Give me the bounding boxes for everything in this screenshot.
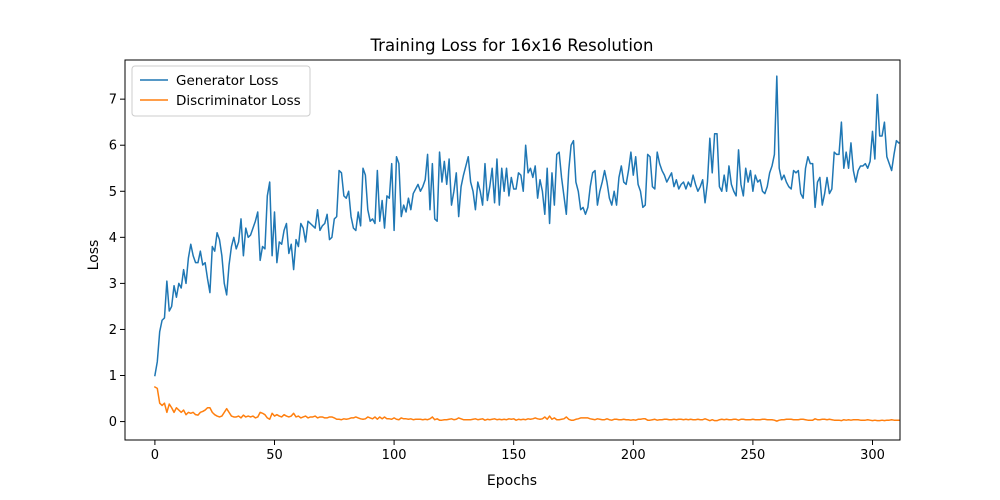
x-tick-label: 200 — [621, 448, 646, 463]
y-tick-label: 6 — [109, 139, 117, 154]
y-tick-label: 4 — [109, 231, 117, 246]
series-line-1 — [153, 386, 900, 422]
legend-label: Generator Loss — [176, 73, 278, 89]
x-tick-label: 300 — [860, 448, 885, 463]
x-tick-label: 100 — [382, 448, 407, 463]
legend-box — [131, 65, 311, 117]
series-line-0 — [154, 75, 900, 377]
chart-title: Training Loss for 16x16 Resolution — [370, 36, 654, 55]
y-tick-label: 5 — [109, 185, 117, 200]
x-tick-label: 150 — [501, 448, 526, 463]
legend: Generator Loss Discriminator Loss — [131, 65, 311, 117]
y-tick-label: 1 — [109, 369, 117, 384]
y-axis: 0 1 2 3 4 5 6 7 — [109, 93, 125, 430]
plot-frame — [124, 59, 901, 441]
x-tick-label: 250 — [740, 448, 765, 463]
y-tick-label: 7 — [109, 93, 117, 108]
y-tick-label: 0 — [109, 415, 117, 430]
x-tick-label: 0 — [151, 448, 159, 463]
x-axis: 0 50 100 150 200 250 300 — [151, 440, 885, 463]
x-tick-label: 50 — [266, 448, 283, 463]
y-tick-label: 2 — [109, 323, 117, 338]
series-lines — [153, 75, 900, 422]
legend-label: Discriminator Loss — [176, 93, 301, 109]
y-axis-label: Loss — [86, 240, 102, 271]
y-tick-label: 3 — [109, 277, 117, 292]
x-axis-label: Epochs — [487, 473, 537, 489]
